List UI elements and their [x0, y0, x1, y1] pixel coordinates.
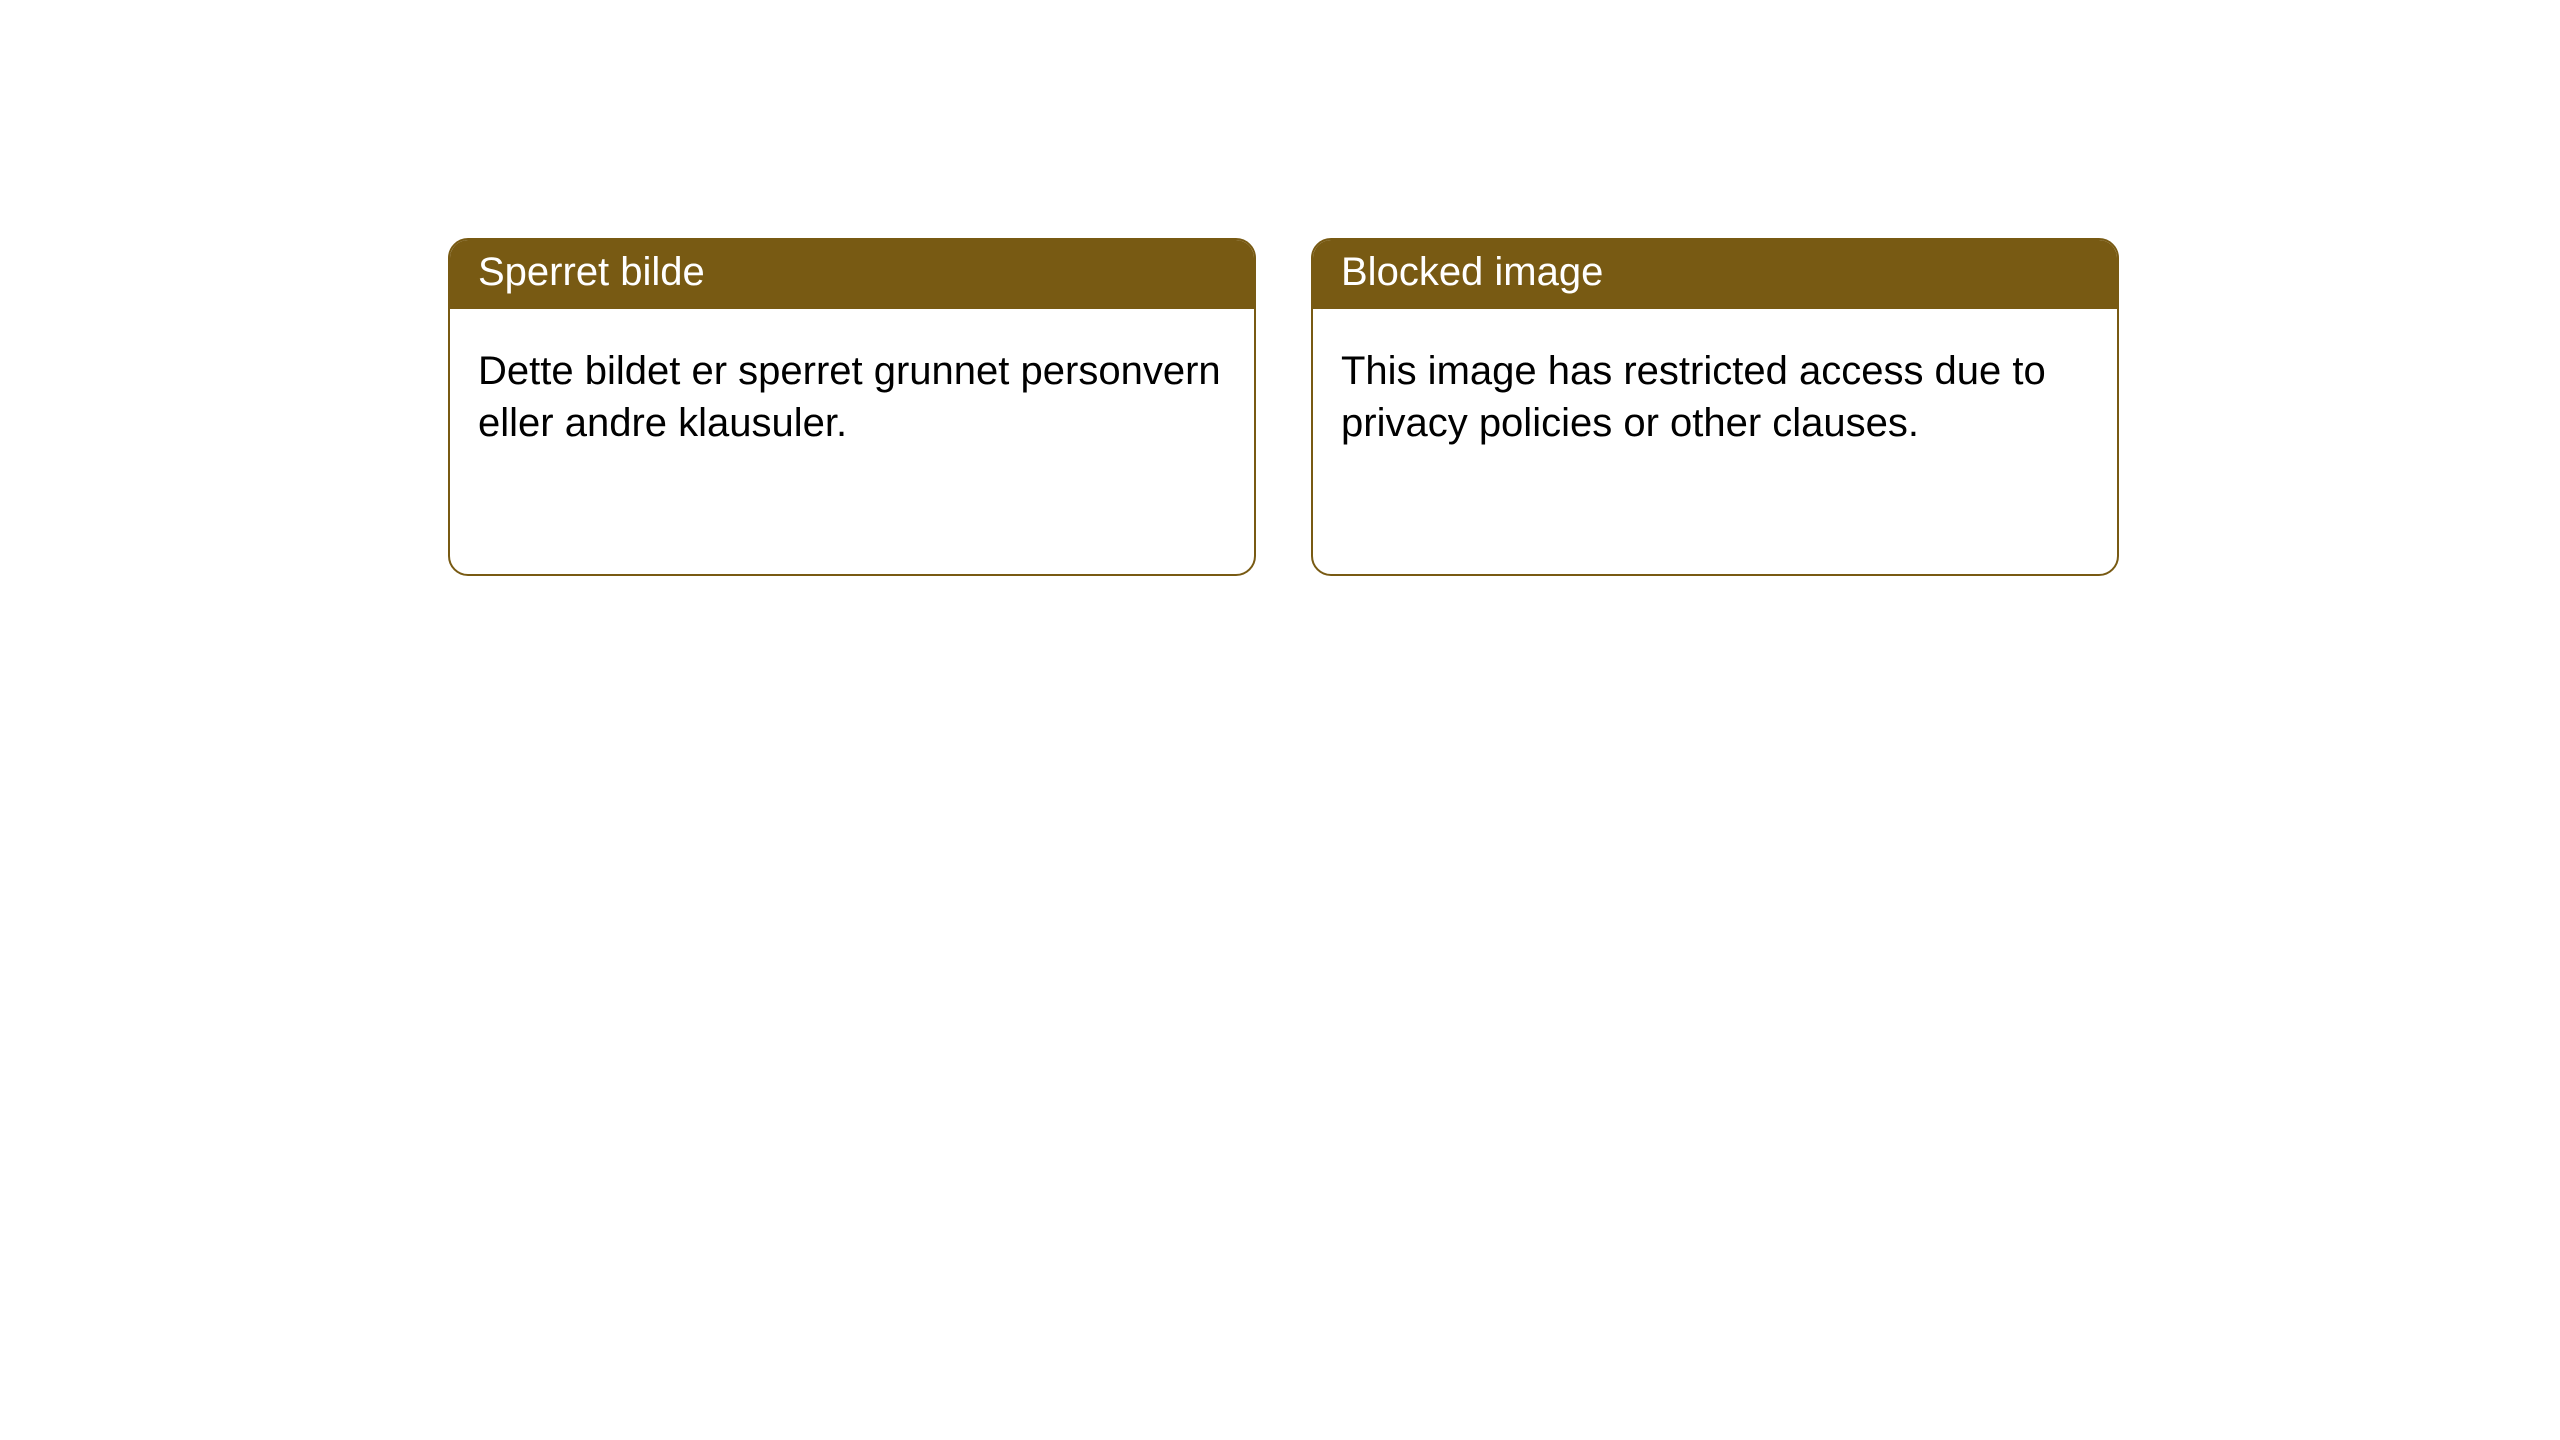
- notice-container: Sperret bilde Dette bildet er sperret gr…: [0, 0, 2560, 576]
- notice-title-english: Blocked image: [1313, 240, 2117, 309]
- notice-body-english: This image has restricted access due to …: [1313, 309, 2117, 485]
- notice-title-norwegian: Sperret bilde: [450, 240, 1254, 309]
- notice-card-norwegian: Sperret bilde Dette bildet er sperret gr…: [448, 238, 1256, 576]
- notice-body-norwegian: Dette bildet er sperret grunnet personve…: [450, 309, 1254, 485]
- notice-card-english: Blocked image This image has restricted …: [1311, 238, 2119, 576]
